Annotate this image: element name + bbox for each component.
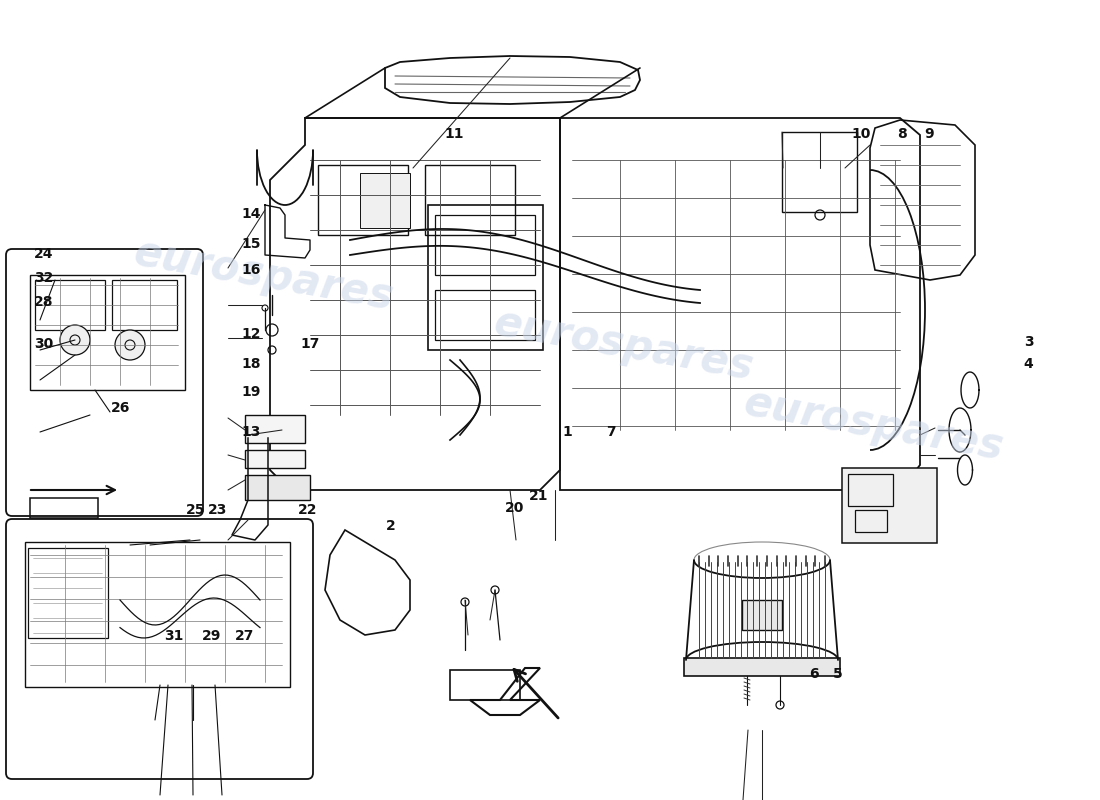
Bar <box>28 548 108 638</box>
Bar <box>450 670 520 700</box>
Text: 22: 22 <box>298 503 318 518</box>
Bar <box>428 205 543 350</box>
Bar <box>245 415 305 443</box>
Bar <box>25 542 290 687</box>
Bar <box>318 165 408 235</box>
Text: 5: 5 <box>834 666 843 681</box>
Text: 6: 6 <box>810 666 818 681</box>
Bar <box>684 658 840 676</box>
Bar <box>425 165 515 235</box>
Bar <box>35 280 104 330</box>
Text: 29: 29 <box>201 629 221 643</box>
Bar <box>842 468 937 543</box>
Text: eurospares: eurospares <box>130 232 396 319</box>
FancyBboxPatch shape <box>6 249 204 516</box>
Circle shape <box>60 325 90 355</box>
Text: 3: 3 <box>1024 335 1033 350</box>
Bar <box>360 173 410 228</box>
Bar <box>742 600 782 630</box>
Text: eurospares: eurospares <box>740 382 1006 469</box>
Text: 14: 14 <box>241 207 261 222</box>
Text: 12: 12 <box>241 327 261 342</box>
Text: 23: 23 <box>208 503 228 518</box>
Bar <box>30 275 185 390</box>
Text: 19: 19 <box>241 385 261 399</box>
Text: 10: 10 <box>851 127 871 142</box>
Text: eurospares: eurospares <box>490 302 757 389</box>
Text: 4: 4 <box>1024 357 1033 371</box>
Bar <box>30 498 98 518</box>
Bar <box>855 510 887 532</box>
Text: 11: 11 <box>444 127 464 142</box>
Text: 27: 27 <box>234 629 254 643</box>
Text: 21: 21 <box>529 489 549 503</box>
Bar <box>434 215 535 275</box>
Text: 20: 20 <box>505 501 525 515</box>
Bar <box>245 475 310 500</box>
Text: 30: 30 <box>34 337 54 351</box>
Text: 1: 1 <box>563 425 572 439</box>
Bar <box>782 132 857 212</box>
Text: 7: 7 <box>606 425 615 439</box>
Bar <box>112 280 177 330</box>
Text: 16: 16 <box>241 263 261 278</box>
Text: 32: 32 <box>34 271 54 286</box>
Text: 26: 26 <box>111 401 131 415</box>
Bar <box>434 290 535 340</box>
Text: 18: 18 <box>241 357 261 371</box>
Text: 9: 9 <box>925 127 934 142</box>
FancyBboxPatch shape <box>6 519 313 779</box>
Text: 2: 2 <box>386 519 395 534</box>
Text: 8: 8 <box>898 127 906 142</box>
Bar <box>848 474 893 506</box>
Text: 24: 24 <box>34 247 54 262</box>
Circle shape <box>116 330 145 360</box>
Text: 31: 31 <box>164 629 184 643</box>
Text: 13: 13 <box>241 425 261 439</box>
Bar <box>245 450 305 468</box>
Text: 15: 15 <box>241 237 261 251</box>
Text: 28: 28 <box>34 295 54 310</box>
Text: 25: 25 <box>186 503 206 518</box>
Text: 17: 17 <box>300 337 320 351</box>
